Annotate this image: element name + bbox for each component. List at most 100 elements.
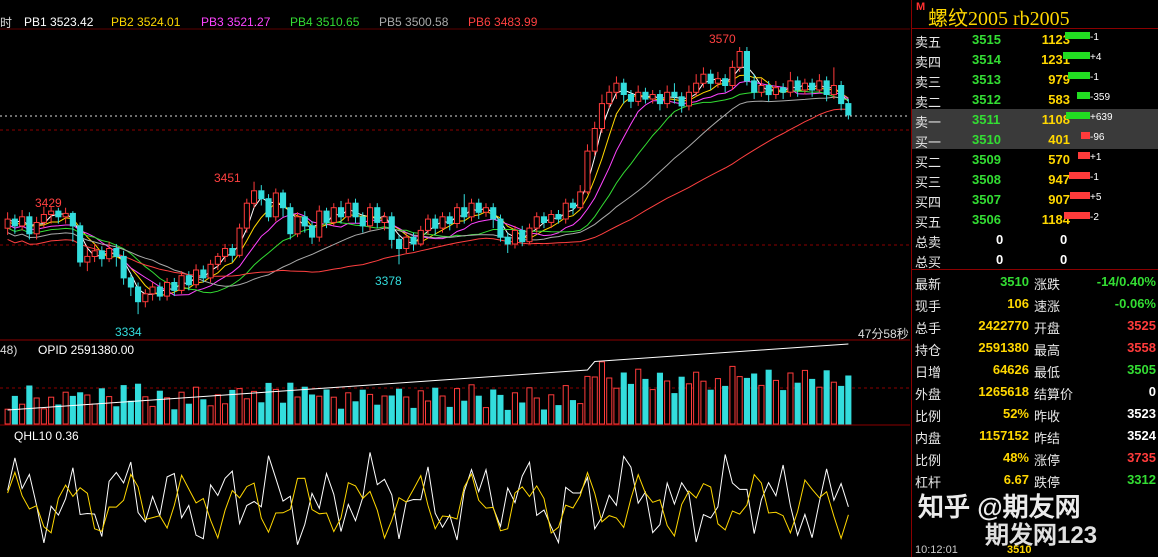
volume-bar [1063, 52, 1090, 59]
volume-bar [410, 407, 417, 425]
volume-bar [345, 392, 352, 425]
volume-bar [830, 381, 837, 425]
volume-bar [120, 385, 127, 425]
candle-body [164, 282, 171, 297]
quote-value: 3510 [1000, 274, 1029, 289]
level-volume: 583 [1048, 92, 1070, 107]
total-b: 0 [1060, 232, 1068, 247]
bid-row[interactable]: 买五 3506 1184 -2 [912, 209, 1158, 230]
candle-body [352, 202, 359, 218]
candle-body [11, 218, 18, 227]
candle-body [504, 236, 511, 245]
kline-chart[interactable] [0, 0, 910, 557]
bid-row[interactable]: 买二 3509 570 +1 [912, 149, 1158, 170]
ask-row[interactable]: 卖三 3513 979 -1 [912, 69, 1158, 90]
volume-bar [729, 365, 736, 425]
candle-body [736, 51, 743, 68]
volume-bar [142, 396, 149, 425]
candle-body [417, 229, 424, 245]
bid-row[interactable]: 买一 3510 401 -96 [912, 129, 1158, 150]
candle-body [454, 207, 461, 224]
period-label[interactable]: 时 [0, 16, 13, 30]
quote-value: 3525 [1127, 318, 1156, 333]
level-volume: 979 [1048, 72, 1070, 87]
candle-body [178, 275, 185, 291]
volume-bar [1065, 32, 1090, 39]
candle-body [816, 80, 823, 91]
volume-bar [598, 361, 606, 425]
volume-bar [642, 378, 649, 425]
bid-row[interactable]: 买四 3507 907 +5 [912, 189, 1158, 210]
volume-bar [106, 396, 113, 425]
candle-body [142, 293, 149, 303]
candle-body [222, 248, 229, 257]
qhl-signal-line [7, 470, 849, 541]
ask-row[interactable]: 卖五 3515 1123 -1 [912, 29, 1158, 50]
quote-row: 比例 52% 昨收 3523 [912, 402, 1158, 424]
quote-label: 比例 [915, 453, 942, 468]
volume-bar [809, 378, 816, 425]
candle-body [55, 210, 62, 218]
volume-bar [91, 403, 98, 425]
qhl-label: QHL10 0.36 [14, 429, 79, 443]
total-row: 总卖 0 0 [912, 229, 1158, 250]
candle-body [475, 202, 482, 213]
ask-row[interactable]: 卖四 3514 1231 +4 [912, 49, 1158, 70]
candle-body [439, 216, 446, 229]
candle-body [722, 78, 729, 86]
candle-body [751, 80, 758, 93]
volume-bar [439, 395, 446, 425]
quote-row: 外盘 1265618 结算价 0 [912, 380, 1158, 402]
candle-body [635, 91, 642, 102]
candle-body [801, 82, 809, 91]
quote-label: 最新 [915, 277, 942, 292]
level-price: 3511 [972, 112, 1001, 127]
ask-row[interactable]: 卖二 3512 583 -359 [912, 89, 1158, 110]
volume-bar [280, 402, 287, 425]
bid-row[interactable]: 买三 3508 947 -1 [912, 169, 1158, 190]
volume-bar [1077, 92, 1090, 99]
volume-bar [526, 387, 533, 425]
candle-body [540, 216, 548, 224]
quote-label: 结算价 [1034, 387, 1074, 402]
level-label: 卖五 [915, 35, 942, 50]
total-label: 总卖 [915, 235, 942, 250]
tick-price: 3510 [1007, 544, 1032, 556]
countdown-label: 47分58秒 [858, 327, 909, 341]
candle-body [519, 229, 526, 243]
pb1-legend: PB1 3523.42 [24, 15, 94, 29]
candle-body [265, 198, 272, 218]
volume-bar [4, 408, 11, 425]
volume-bar [1081, 132, 1090, 139]
candle-body [98, 250, 105, 260]
instrument-header: M 螺纹2005 rb2005 [912, 0, 1158, 30]
kline-chart-area[interactable]: 时 PB1 3523.42 PB2 3524.01 PB3 3521.27 PB… [0, 0, 910, 557]
level-change: -96 [1090, 132, 1105, 143]
candle-body [251, 190, 258, 204]
watermark-text: 知乎 @期友网 [918, 492, 1081, 522]
candle-body [26, 216, 33, 235]
volume-bar [367, 393, 374, 425]
candle-body [584, 150, 591, 193]
candle-body [511, 229, 519, 245]
quote-label: 日增 [915, 365, 942, 380]
candle-body [381, 216, 388, 224]
ask-row[interactable]: 卖一 3511 1108 +639 [912, 109, 1158, 130]
level-label: 买一 [915, 135, 942, 150]
volume-bar [40, 408, 47, 425]
high-annotation: 3451 [214, 171, 241, 185]
volume-bar [620, 372, 627, 425]
quote-label: 最高 [1034, 343, 1061, 358]
candle-body [490, 207, 497, 220]
volume-label: 48) [0, 343, 18, 357]
candle-body [62, 212, 69, 218]
candle-body [598, 103, 606, 129]
candle-body [555, 214, 562, 220]
total-row: 总买 0 0 [912, 249, 1158, 270]
volume-bar [838, 385, 845, 425]
volume-bar [780, 390, 787, 425]
volume-bar [381, 395, 388, 425]
candle-body [461, 207, 468, 218]
volume-bar [751, 373, 758, 425]
volume-bar [207, 405, 214, 425]
